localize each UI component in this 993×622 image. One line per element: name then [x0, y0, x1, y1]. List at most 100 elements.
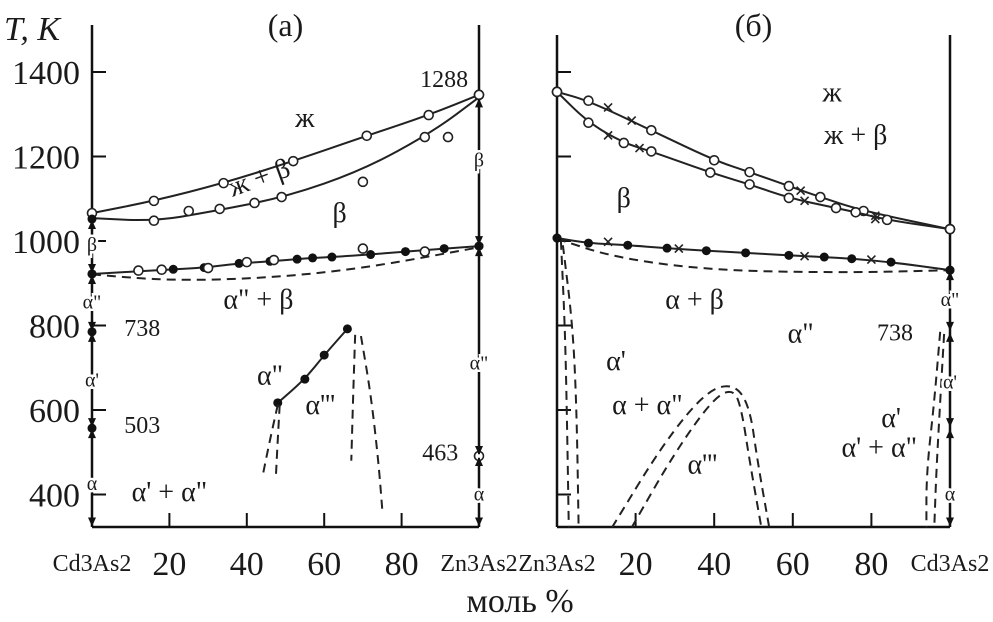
- data-point-cross: [800, 196, 810, 206]
- data-point-open: [744, 179, 755, 190]
- x-tick-label: 20: [619, 546, 653, 583]
- data-point-open: [618, 137, 630, 149]
- region-label: 738: [124, 316, 160, 342]
- data-point-filled: [474, 241, 484, 251]
- region-label: α''': [688, 449, 718, 480]
- data-point-filled: [552, 233, 562, 243]
- y-tick-label: 600: [29, 393, 80, 430]
- region-label: α" + β: [223, 285, 293, 316]
- data-point-filled: [366, 250, 376, 260]
- data-point-open: [133, 265, 144, 276]
- data-point-open: [419, 246, 431, 257]
- phase-range-arrow-head-down: [88, 517, 96, 527]
- data-point-cross: [800, 251, 810, 261]
- data-point-filled: [439, 244, 449, 254]
- data-point-open: [583, 95, 594, 107]
- phase-range-arrow-head-up: [88, 332, 96, 342]
- x-tick-label: 20: [152, 546, 186, 583]
- data-point-open: [815, 191, 826, 203]
- phase-range-arrow-head-down: [475, 236, 483, 246]
- data-point-open: [276, 191, 287, 203]
- axis-phase-label: α': [85, 369, 99, 391]
- x-tick-label: 40: [697, 546, 731, 583]
- phase-range-arrow-head-up: [88, 274, 96, 284]
- region-label: β: [617, 183, 631, 214]
- series-line-alpha-beta-lower: [556, 237, 951, 274]
- panel-a: (a) 400 600 800 1000 1200 1400 20 40 60 80 Cd3As2 Zn…: [12, 7, 518, 583]
- x-right-component: Cd3As2: [911, 551, 990, 577]
- region-label: α' + α": [841, 432, 917, 463]
- data-point-open: [744, 166, 755, 178]
- phase-range-arrow-head-up: [946, 429, 954, 439]
- data-point-filled: [623, 240, 633, 250]
- x-tick-label: 80: [385, 546, 419, 583]
- series-line-alpha3-right-1: [350, 334, 357, 461]
- data-point-filled: [945, 265, 955, 275]
- data-point-open: [183, 205, 195, 217]
- y-axis-label: T, K: [4, 11, 62, 48]
- panel-title: (a): [268, 7, 304, 43]
- region-label: ж: [821, 78, 842, 109]
- data-point-open: [419, 131, 431, 143]
- data-point-open: [214, 203, 226, 215]
- data-point-filled: [308, 253, 318, 263]
- data-point-filled: [300, 374, 310, 384]
- data-point-filled: [701, 246, 711, 256]
- series-line-alpha3-dome-outer: [611, 385, 771, 528]
- data-point-filled: [342, 324, 352, 334]
- data-point-open: [268, 254, 280, 266]
- data-point-filled: [741, 248, 751, 258]
- data-point-cross: [674, 244, 684, 254]
- axis-phase-label: β: [474, 150, 484, 172]
- data-point-open: [473, 89, 485, 101]
- phase-range-arrow-head-down: [475, 446, 483, 456]
- data-point-open: [148, 215, 160, 227]
- y-tick-label: 1200: [12, 140, 80, 177]
- data-point-filled: [886, 257, 896, 267]
- x-tick-label: 40: [230, 546, 264, 583]
- series-line-alpha1-right-2: [933, 333, 946, 528]
- data-point-filled: [819, 252, 829, 262]
- data-point-filled: [234, 258, 244, 268]
- region-label: α + α": [612, 390, 683, 421]
- phase-range-arrow-head-up: [946, 271, 954, 281]
- y-tick-label: 1000: [12, 224, 80, 261]
- data-point-cross: [627, 116, 637, 126]
- data-point-filled: [784, 250, 794, 260]
- data-point-filled: [400, 247, 410, 257]
- data-point-filled: [583, 238, 593, 248]
- region-label: α": [788, 318, 814, 349]
- data-point-open: [783, 192, 795, 204]
- axis-phase-label: α: [945, 484, 956, 506]
- x-tick-label: 60: [776, 546, 810, 583]
- region-label: α": [257, 361, 283, 392]
- series-line-alpha1-left-2: [561, 245, 580, 528]
- data-point-open: [944, 223, 956, 235]
- series-line-alpha3-dome-inner: [630, 390, 763, 528]
- region-label: 503: [124, 413, 160, 439]
- phase-range-arrow-head-down: [88, 321, 96, 331]
- phase-range-arrow-head-down: [475, 517, 483, 527]
- phase-range-arrow-head-up: [88, 429, 96, 439]
- data-point-open: [202, 262, 214, 274]
- data-point-filled: [327, 252, 337, 262]
- data-point-open: [148, 195, 160, 207]
- series-line-alpha3-left-1: [261, 404, 279, 478]
- series-line-alpha3-left-2: [274, 404, 281, 478]
- phase-range-arrow-head-up: [475, 457, 483, 467]
- data-point-filled: [662, 243, 672, 253]
- axis-phase-label: α": [941, 289, 960, 311]
- data-point-filled: [87, 327, 97, 337]
- data-point-cross: [603, 130, 613, 140]
- data-point-open: [156, 264, 167, 276]
- x-axis-label: моль %: [466, 583, 573, 620]
- x-tick-label: 60: [307, 546, 341, 583]
- x-left-component: Cd3As2: [53, 551, 132, 577]
- series-line-liquidus: [91, 93, 480, 215]
- phase-range-arrow-head-up: [88, 220, 96, 230]
- series-line-alpha1-left-1: [559, 240, 570, 528]
- series-line-alpha3-right-2: [359, 335, 384, 510]
- region-label: β: [333, 198, 347, 229]
